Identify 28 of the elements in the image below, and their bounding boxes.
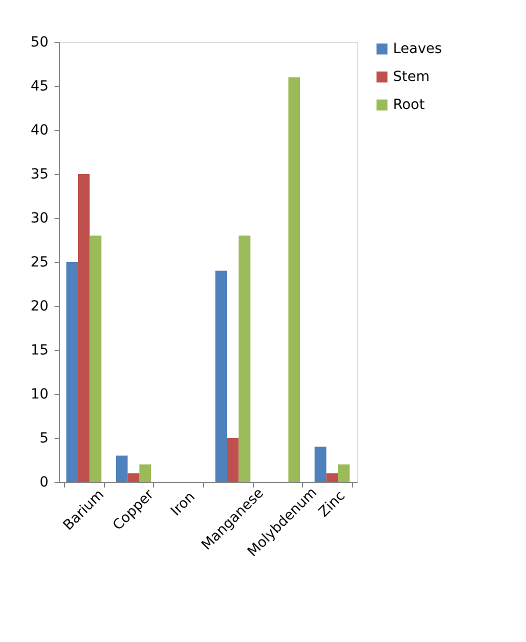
bar bbox=[288, 77, 300, 482]
legend-label: Stem bbox=[393, 69, 430, 85]
y-tick-label: 15 bbox=[30, 342, 48, 358]
bar bbox=[116, 456, 128, 482]
bar bbox=[215, 270, 227, 482]
legend-label: Leaves bbox=[393, 41, 442, 57]
bar bbox=[238, 236, 250, 482]
y-tick-label: 20 bbox=[30, 298, 48, 314]
bar bbox=[66, 262, 78, 482]
legend-label: Root bbox=[393, 97, 426, 113]
bar bbox=[338, 464, 350, 482]
bar bbox=[78, 174, 90, 482]
y-tick-label: 0 bbox=[40, 474, 48, 490]
y-tick-label: 30 bbox=[30, 210, 48, 226]
bar bbox=[226, 438, 239, 482]
bar bbox=[314, 446, 326, 482]
y-tick-label: 35 bbox=[30, 166, 48, 182]
bar bbox=[326, 473, 338, 482]
bar bbox=[90, 236, 102, 482]
y-tick-label: 50 bbox=[30, 34, 48, 50]
y-tick-label: 10 bbox=[30, 386, 48, 402]
bar bbox=[139, 464, 152, 482]
y-tick-label: 5 bbox=[40, 430, 48, 446]
x-tick-label: Iron bbox=[168, 488, 198, 520]
y-tick-label: 40 bbox=[30, 122, 48, 138]
y-tick-label: 25 bbox=[30, 254, 48, 270]
y-tick-label: 45 bbox=[30, 78, 48, 94]
bar bbox=[128, 473, 140, 482]
